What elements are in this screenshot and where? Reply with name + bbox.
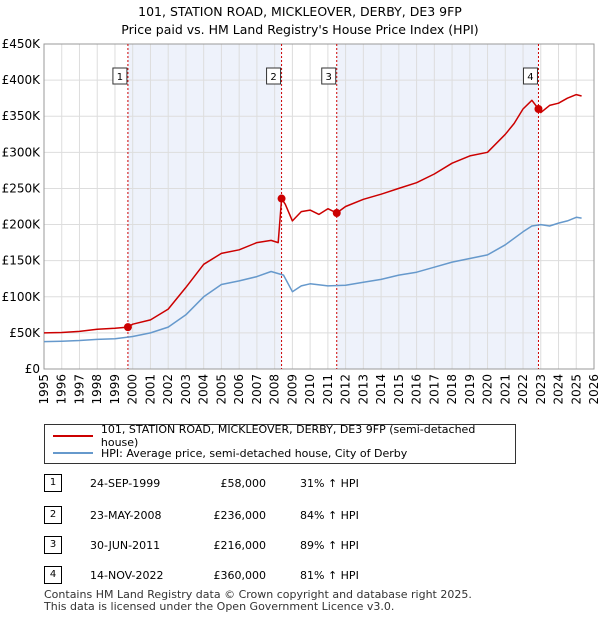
footer-attribution: Contains HM Land Registry data © Crown c… — [44, 589, 472, 613]
x-tick-label: 2007 — [250, 374, 264, 405]
x-tick-label: 1995 — [37, 374, 51, 405]
legend-label-hpi: HPI: Average price, semi-detached house,… — [101, 446, 408, 460]
table-row: 1 24-SEP-1999 £58,000 31% ↑ HPI — [0, 474, 600, 504]
x-tick-label: 2002 — [161, 374, 175, 405]
y-tick-label: £150K — [2, 254, 42, 268]
sale-label: 1 — [117, 72, 123, 83]
x-tick-label: 2005 — [214, 374, 228, 405]
x-tick-label: 2000 — [126, 374, 140, 405]
sale-label-box — [112, 67, 128, 85]
sale-number-badge: 1 — [44, 474, 62, 492]
x-tick-label: 2010 — [303, 374, 317, 405]
x-tick-label: 2017 — [427, 374, 441, 405]
table-row: 2 23-MAY-2008 £236,000 84% ↑ HPI — [0, 506, 600, 536]
x-tick-label: 2008 — [268, 374, 282, 405]
property-price-line — [43, 93, 582, 334]
sale-price: £236,000 — [213, 509, 267, 522]
sale-date: 24-SEP-1999 — [90, 477, 161, 490]
x-tick-label: 2026 — [587, 374, 600, 405]
x-tick-label: 2004 — [197, 374, 211, 405]
sale-date: 14-NOV-2022 — [90, 569, 164, 582]
legend-swatch-hpi — [53, 452, 93, 454]
y-tick-label: £300K — [2, 145, 42, 159]
x-tick-label: 2006 — [232, 374, 246, 405]
x-tick-label: 2015 — [392, 374, 406, 405]
x-tick-label: 1999 — [108, 374, 122, 405]
x-tick-label: 2003 — [179, 374, 193, 405]
x-tick-label: 1996 — [55, 374, 69, 405]
plot-frame — [43, 43, 595, 370]
y-tick-label: £450K — [2, 37, 42, 51]
x-tick-label: 1997 — [72, 374, 86, 405]
sale-point — [277, 194, 286, 203]
sale-hpi-change: 84% ↑ HPI — [300, 509, 359, 522]
sale-point — [123, 323, 132, 332]
sale-hpi-change: 89% ↑ HPI — [300, 539, 359, 552]
legend-swatch-property — [53, 435, 93, 437]
chart-subtitle: Price paid vs. HM Land Registry's House … — [121, 22, 479, 37]
price-chart: £0 £50K £100K £150K £200K £250K £300K £350K £400… — [2, 37, 600, 405]
sale-price: £216,000 — [213, 539, 267, 552]
y-tick-label: £350K — [2, 109, 42, 123]
table-row: 3 30-JUN-2011 £216,000 89% ↑ HPI — [0, 536, 600, 566]
table-row: 4 14-NOV-2022 £360,000 81% ↑ HPI — [0, 566, 600, 596]
footer-copyright: Contains HM Land Registry data © Crown c… — [44, 588, 472, 601]
sale-point — [332, 209, 341, 217]
sale-number-badge: 3 — [44, 536, 62, 554]
legend-item-property: 101, STATION ROAD, MICKLEOVER, DERBY, DE… — [53, 423, 515, 449]
x-tick-label: 2025 — [569, 374, 583, 405]
sale-date: 30-JUN-2011 — [90, 539, 161, 552]
x-tick-label: 2023 — [534, 374, 548, 405]
legend-item-hpi: HPI: Average price, semi-detached house,… — [53, 445, 407, 461]
x-tick-label: 1998 — [90, 374, 104, 405]
legend-label-property: 101, STATION ROAD, MICKLEOVER, DERBY, DE… — [100, 423, 476, 449]
footer-licence: This data is licensed under the Open Gov… — [44, 600, 395, 613]
chart-title: 101, STATION ROAD, MICKLEOVER, DERBY, DE… — [138, 4, 462, 19]
sale-label: 2 — [270, 72, 276, 83]
x-tick-label: 2014 — [374, 374, 388, 405]
sale-label: 3 — [326, 72, 332, 83]
sale-price: £360,000 — [213, 569, 267, 582]
y-tick-label: £100K — [2, 290, 42, 304]
sale-number-badge: 2 — [44, 506, 62, 524]
y-tick-label: £50K — [9, 326, 41, 340]
sale-hpi-change: 31% ↑ HPI — [300, 477, 359, 490]
sale-label: 4 — [527, 72, 533, 83]
y-tick-label: £250K — [2, 181, 42, 195]
x-tick-label: 2020 — [481, 374, 495, 405]
sale-label-box — [266, 67, 282, 85]
x-tick-label: 2016 — [410, 374, 424, 405]
y-tick-label: £200K — [2, 218, 42, 232]
hpi-line — [43, 216, 582, 343]
x-tick-label: 2021 — [498, 374, 512, 405]
x-tick-label: 2011 — [321, 374, 335, 405]
sale-number-badge: 4 — [44, 566, 62, 584]
y-tick-label: £400K — [2, 73, 42, 87]
shaded-band — [336, 44, 539, 369]
sale-label-box — [522, 67, 538, 85]
sale-point — [534, 105, 543, 113]
x-tick-label: 2022 — [516, 374, 530, 405]
y-tick-label: £0 — [25, 362, 40, 376]
legend: 101, STATION ROAD, MICKLEOVER, DERBY, DE… — [44, 423, 516, 464]
x-tick-label: 2019 — [463, 374, 477, 405]
sale-label-box — [321, 67, 337, 85]
sale-date: 23-MAY-2008 — [90, 509, 162, 522]
x-tick-label: 2013 — [356, 374, 370, 405]
x-tick-label: 2018 — [445, 374, 459, 405]
sale-hpi-change: 81% ↑ HPI — [300, 569, 359, 582]
shaded-band — [127, 44, 282, 369]
sale-price: £58,000 — [220, 477, 267, 490]
x-tick-label: 2001 — [143, 374, 157, 405]
x-tick-label: 2012 — [339, 374, 353, 405]
x-tick-label: 2009 — [285, 374, 299, 405]
x-tick-label: 2024 — [552, 374, 566, 405]
